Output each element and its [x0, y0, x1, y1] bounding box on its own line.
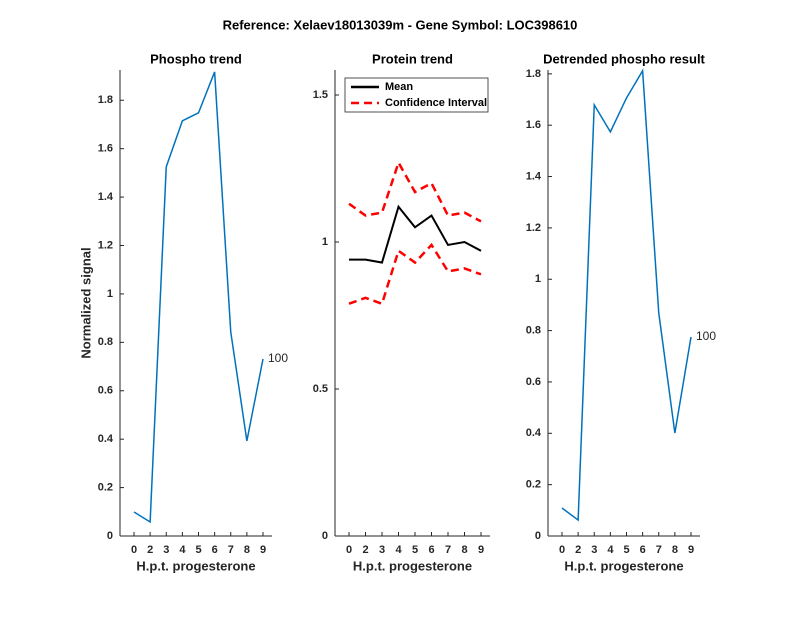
x-tick-label: 4 — [607, 544, 614, 556]
y-tick-label: 1.2 — [526, 222, 541, 234]
x-tick-label: 3 — [163, 544, 169, 556]
series-line — [348, 159, 482, 223]
x-tick-label: 8 — [244, 544, 250, 556]
y-tick-label: 0 — [535, 530, 541, 542]
y-tick-label: 1.6 — [526, 119, 541, 131]
x-tick-label: 3 — [379, 544, 385, 556]
subplot-title: Protein trend — [372, 51, 453, 66]
series-line — [349, 204, 482, 264]
series-line — [348, 242, 482, 306]
x-tick-label: 6 — [212, 544, 218, 556]
y-tick-label: 0 — [322, 530, 328, 542]
x-tick-label: 5 — [623, 544, 629, 556]
annotation: 100 — [268, 351, 288, 365]
x-tick-label: 5 — [195, 544, 201, 556]
subplot-title: Phospho trend — [150, 51, 242, 66]
y-tick-label: 0.8 — [98, 336, 113, 348]
y-tick-label: 0.6 — [98, 385, 113, 397]
x-tick-label: 9 — [688, 544, 694, 556]
x-tick-label: 0 — [346, 544, 352, 556]
x-tick-label: 7 — [228, 544, 234, 556]
x-tick-label: 2 — [575, 544, 581, 556]
x-tick-label: 4 — [179, 544, 186, 556]
series-line — [561, 68, 692, 522]
legend-label: Confidence Interval — [385, 97, 487, 109]
x-tick-label: 9 — [478, 544, 484, 556]
y-tick-label: 1.2 — [98, 239, 113, 251]
figure-title: Reference: Xelaev18013039m - Gene Symbol… — [223, 17, 578, 32]
x-tick-label: 0 — [131, 544, 137, 556]
x-axis-label: H.p.t. progesterone — [564, 558, 683, 573]
legend-box — [344, 77, 489, 113]
x-tick-label: 3 — [591, 544, 597, 556]
y-tick-label: 1 — [322, 236, 328, 248]
y-tick-label: 1.4 — [526, 170, 542, 182]
subplot-title: Detrended phospho result — [543, 51, 705, 66]
y-tick-label: 1.5 — [313, 89, 328, 101]
x-tick-label: 7 — [656, 544, 662, 556]
series-line — [133, 71, 264, 524]
y-tick-label: 0.4 — [526, 427, 542, 439]
y-tick-label: 1.6 — [98, 143, 113, 155]
y-tick-label: 0 — [107, 530, 113, 542]
x-tick-label: 9 — [260, 544, 266, 556]
y-tick-label: 0.8 — [526, 325, 541, 337]
x-tick-label: 7 — [445, 544, 451, 556]
x-tick-label: 2 — [362, 544, 368, 556]
x-tick-label: 4 — [395, 544, 402, 556]
y-tick-label: 1 — [535, 273, 541, 285]
x-axis-label: H.p.t. progesterone — [353, 558, 472, 573]
y-tick-label: 0.6 — [526, 376, 541, 388]
y-tick-label: 0.2 — [526, 479, 541, 491]
x-tick-label: 8 — [461, 544, 467, 556]
y-tick-label: 0.5 — [313, 383, 328, 395]
y-tick-label: 0.4 — [98, 433, 114, 445]
y-tick-label: 0.2 — [98, 481, 113, 493]
x-tick-label: 5 — [412, 544, 418, 556]
legend-label: Mean — [385, 81, 413, 93]
y-tick-label: 1.8 — [526, 68, 541, 80]
y-tick-label: 1.8 — [98, 94, 113, 106]
x-tick-label: 6 — [640, 544, 646, 556]
y-axis-label: Normalized signal — [78, 247, 93, 358]
x-axis-label: H.p.t. progesterone — [136, 558, 255, 573]
y-tick-label: 1.4 — [98, 191, 114, 203]
x-tick-label: 6 — [428, 544, 434, 556]
annotation: 100 — [696, 329, 716, 343]
x-tick-label: 8 — [672, 544, 678, 556]
x-tick-label: 0 — [559, 544, 565, 556]
y-tick-label: 1 — [107, 288, 113, 300]
x-tick-label: 2 — [147, 544, 153, 556]
